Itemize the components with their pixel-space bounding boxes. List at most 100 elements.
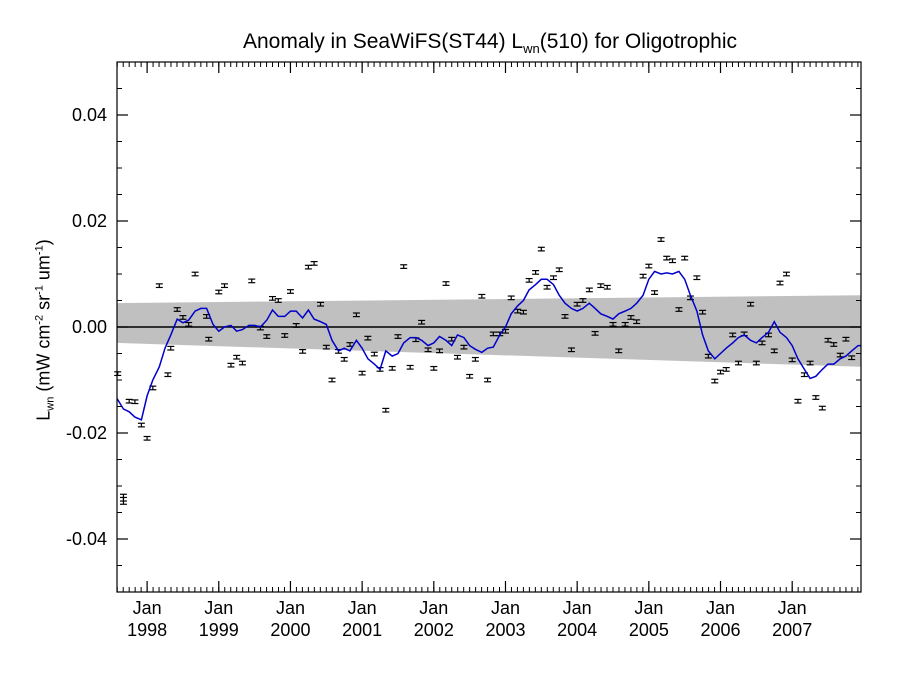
data-point (525, 277, 533, 283)
data-point (681, 255, 689, 261)
data-point (185, 321, 193, 327)
data-point (729, 332, 737, 338)
data-point (137, 422, 145, 428)
data-point (382, 407, 390, 413)
data-point (155, 283, 163, 289)
data-point (776, 280, 784, 286)
x-tick-month-label: Jan (276, 598, 305, 618)
data-point (699, 309, 707, 315)
data-point (221, 283, 229, 289)
data-point (263, 334, 271, 339)
data-point (550, 275, 558, 281)
data-point (205, 336, 213, 342)
smoothed-series-line (116, 270, 861, 421)
data-point (340, 356, 348, 362)
y-tick-label: 0.00 (72, 317, 107, 337)
uncertainty-band (117, 295, 861, 367)
data-point (621, 321, 629, 327)
data-point (627, 315, 635, 320)
data-point (274, 298, 282, 303)
title-suffix: (510) for Oligotrophic (539, 30, 737, 53)
x-tick-year-label: 2003 (485, 620, 525, 640)
data-point (603, 284, 611, 290)
data-point (668, 258, 676, 264)
data-point (364, 335, 372, 341)
data-point (388, 365, 396, 371)
data-point (131, 399, 139, 405)
title-subscript: wn (523, 41, 540, 56)
data-point (143, 435, 151, 441)
data-point (328, 377, 336, 383)
data-point (663, 255, 671, 261)
data-point (722, 367, 730, 372)
data-point (400, 264, 408, 269)
x-tick-year-label: 1998 (127, 620, 167, 640)
data-point (842, 336, 850, 342)
data-point (806, 360, 814, 366)
data-point (173, 307, 181, 312)
data-point (215, 289, 223, 295)
data-point (758, 340, 766, 346)
data-point (471, 356, 479, 362)
x-tick-year-label: 1999 (199, 620, 239, 640)
data-point (227, 362, 235, 368)
data-point (770, 348, 778, 354)
data-point (734, 360, 742, 366)
data-point (507, 295, 515, 301)
x-tick-year-label: 2002 (414, 620, 454, 640)
data-point (782, 271, 790, 277)
data-point (191, 271, 199, 277)
data-point (818, 405, 826, 411)
data-point (567, 347, 575, 353)
x-tick-year-label: 2005 (629, 620, 669, 640)
data-point (633, 319, 641, 325)
data-point (442, 281, 450, 286)
data-point (639, 273, 647, 279)
title-prefix: Anomaly in SeaWiFS(ST44) L (243, 30, 524, 53)
data-point (579, 298, 587, 303)
data-point (597, 283, 605, 289)
data-point (269, 295, 277, 301)
data-point (788, 357, 796, 363)
data-point (609, 321, 617, 327)
x-tick-year-label: 2000 (270, 620, 310, 640)
data-point (519, 309, 527, 315)
x-tick-year-label: 2004 (557, 620, 597, 640)
data-point (466, 373, 474, 379)
x-tick-year-label: 2007 (772, 620, 812, 640)
data-point (794, 398, 802, 404)
data-point (248, 278, 256, 284)
data-point (561, 314, 569, 319)
data-point (711, 378, 719, 384)
data-point (436, 348, 444, 354)
data-point (585, 287, 593, 293)
data-point (489, 331, 497, 337)
data-point (824, 337, 832, 343)
x-tick-month-label: Jan (419, 598, 448, 618)
data-point (543, 284, 551, 290)
data-point (645, 263, 653, 269)
data-point (394, 334, 402, 339)
x-tick-month-label: Jan (204, 598, 233, 618)
data-point (478, 293, 486, 299)
data-point (430, 365, 438, 371)
data-point (651, 290, 659, 295)
data-point (460, 344, 468, 350)
data-point (310, 261, 318, 266)
data-point (292, 323, 300, 328)
data-point (281, 333, 289, 338)
data-point (752, 360, 760, 366)
data-point (675, 307, 683, 312)
data-point (299, 348, 307, 354)
data-point (286, 289, 294, 294)
y-tick-label: 0.02 (72, 211, 107, 231)
data-point (532, 270, 540, 275)
data-point (717, 369, 725, 375)
data-point (167, 345, 175, 351)
data-point (304, 264, 312, 270)
data-point (424, 347, 432, 353)
data-point (453, 354, 461, 360)
y-tick-label: -0.04 (66, 529, 107, 549)
x-tick-month-label: Jan (563, 598, 592, 618)
data-point (179, 315, 187, 320)
